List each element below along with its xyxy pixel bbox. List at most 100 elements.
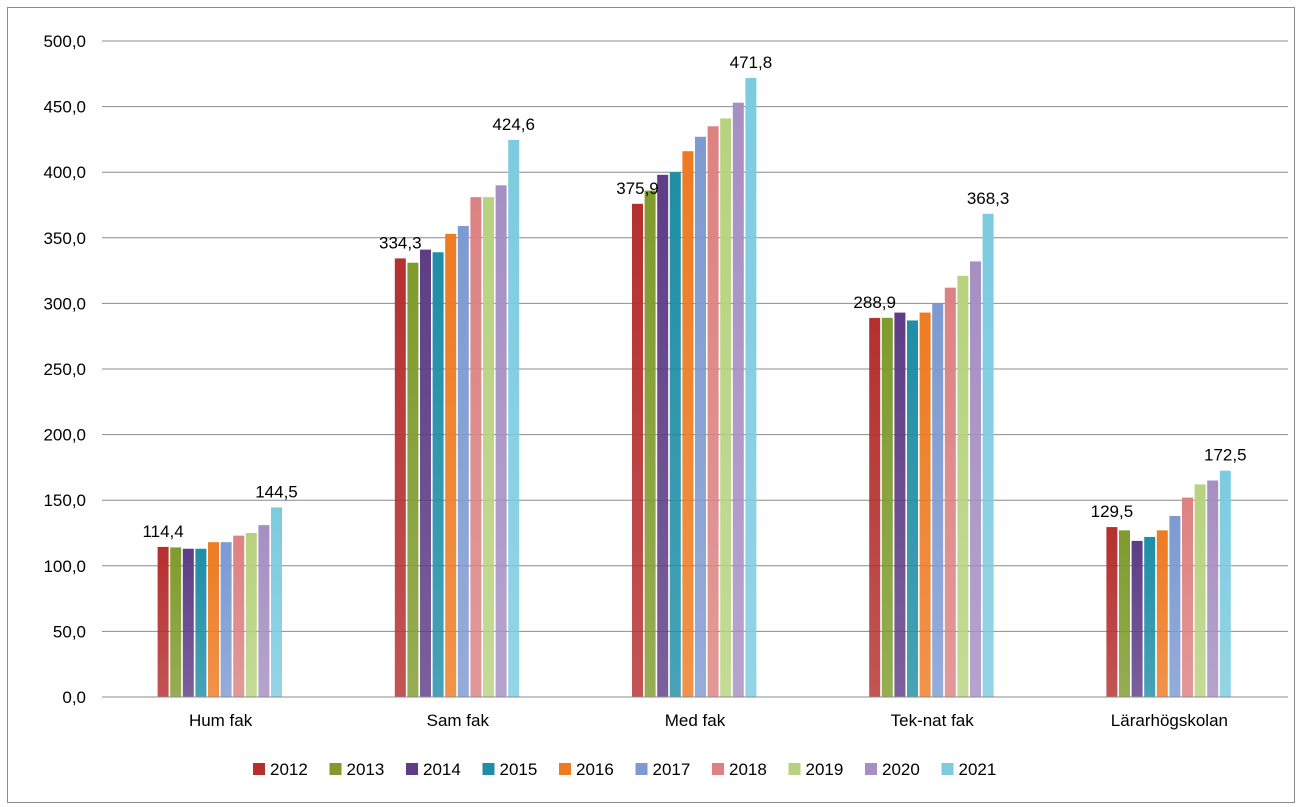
bar [881, 317, 893, 697]
bar [919, 312, 931, 697]
x-tick-label: Sam fak [427, 711, 490, 730]
y-tick-label: 450,0 [43, 98, 86, 117]
bar [669, 172, 681, 697]
legend-label: 2015 [500, 760, 538, 779]
legend-swatch [482, 763, 495, 775]
legend-swatch [253, 763, 265, 775]
data-label: 144,5 [255, 482, 298, 501]
bar [470, 197, 482, 698]
legend-swatch [865, 763, 877, 775]
legend-swatch [406, 763, 418, 775]
bar [445, 233, 457, 697]
bar [271, 507, 282, 697]
bar [1169, 515, 1181, 697]
legend-label: 2012 [270, 760, 308, 779]
legend-label: 2021 [959, 760, 997, 779]
x-tick-label: Tek-nat fak [891, 711, 975, 730]
y-tick-label: 0,0 [62, 688, 86, 707]
bar [195, 548, 207, 697]
y-tick-label: 300,0 [43, 294, 86, 313]
y-tick-label: 350,0 [43, 229, 86, 248]
bar [707, 126, 719, 697]
legend-swatch [941, 763, 954, 775]
bar [869, 317, 881, 697]
bar-chart: 0,0 50,0 100,0 150,0 200,0 250,0 300,0 350,0 400… [43, 32, 1288, 779]
bar [508, 139, 520, 697]
bars [157, 77, 1231, 698]
bar [182, 548, 194, 697]
bar [432, 252, 444, 697]
bar [907, 320, 918, 697]
legend-label: 2018 [729, 760, 767, 779]
bar [894, 312, 906, 697]
y-tick-label: 150,0 [43, 491, 86, 510]
bar [407, 262, 419, 697]
data-label: 288,9 [853, 293, 896, 312]
bar [982, 213, 994, 697]
axes: 0,0 50,0 100,0 150,0 200,0 250,0 300,0 350,0 400… [43, 32, 1288, 730]
bar [157, 546, 169, 697]
legend-swatch [788, 763, 801, 775]
bar [1156, 530, 1168, 697]
bar [245, 533, 257, 697]
bar [1194, 484, 1206, 697]
chart-frame: 0,0 50,0 100,0 150,0 200,0 250,0 300,0 350,0 400… [7, 7, 1295, 803]
legend-label: 2019 [806, 760, 844, 779]
x-tick-label: Med fak [665, 711, 726, 730]
legend-label: 2013 [347, 760, 385, 779]
data-label: 129,5 [1091, 502, 1134, 521]
bar [1144, 536, 1156, 697]
data-label: 368,3 [967, 189, 1010, 208]
data-label: 375,9 [616, 179, 659, 198]
bar [970, 261, 981, 697]
bar [483, 197, 494, 698]
data-label: 471,8 [730, 53, 773, 72]
bar [495, 185, 507, 697]
x-tick-label: Hum fak [189, 711, 253, 730]
bar [657, 174, 669, 698]
data-label: 334,3 [379, 233, 422, 252]
bar [732, 102, 744, 697]
legend-swatch [329, 763, 342, 775]
bar [745, 77, 757, 697]
bar [1131, 540, 1143, 697]
bar [208, 542, 219, 697]
y-tick-label: 250,0 [43, 360, 86, 379]
bar [420, 249, 431, 697]
legend: 2012 2013 2014 2015 2016 2017 2018 2019 2020 2021 [253, 760, 996, 779]
y-tick-label: 400,0 [43, 163, 86, 182]
legend-label: 2020 [882, 760, 920, 779]
y-tick-label: 50,0 [53, 622, 86, 641]
x-tick-label: Lärarhögskolan [1111, 711, 1228, 730]
data-labels: 114,4 144,5 334,3 424,6 375,9 471,8 288,9 368,3… [142, 53, 1246, 541]
bar [695, 136, 706, 697]
legend-label: 2017 [653, 760, 691, 779]
legend-label: 2016 [576, 760, 614, 779]
data-label: 114,4 [142, 522, 183, 541]
bar [1182, 497, 1193, 697]
bar [1106, 527, 1118, 697]
data-label: 424,6 [492, 115, 535, 134]
bar [258, 525, 270, 697]
bar [632, 203, 643, 697]
bar [170, 547, 182, 697]
bar [932, 303, 944, 697]
y-tick-label: 100,0 [43, 557, 86, 576]
bar [1119, 530, 1130, 697]
bar [220, 542, 232, 697]
bar [457, 225, 469, 697]
y-tick-label: 200,0 [43, 426, 86, 445]
bar [682, 151, 694, 697]
bar [1219, 470, 1231, 697]
data-label: 172,5 [1204, 446, 1247, 465]
bar [957, 275, 969, 697]
bar [1207, 480, 1219, 697]
y-tick-label: 500,0 [43, 32, 86, 51]
bar [720, 118, 732, 697]
legend-label: 2014 [423, 760, 461, 779]
legend-swatch [712, 763, 724, 775]
bar [233, 535, 245, 697]
legend-swatch [635, 763, 648, 775]
bar [644, 190, 656, 697]
bar [944, 287, 956, 697]
